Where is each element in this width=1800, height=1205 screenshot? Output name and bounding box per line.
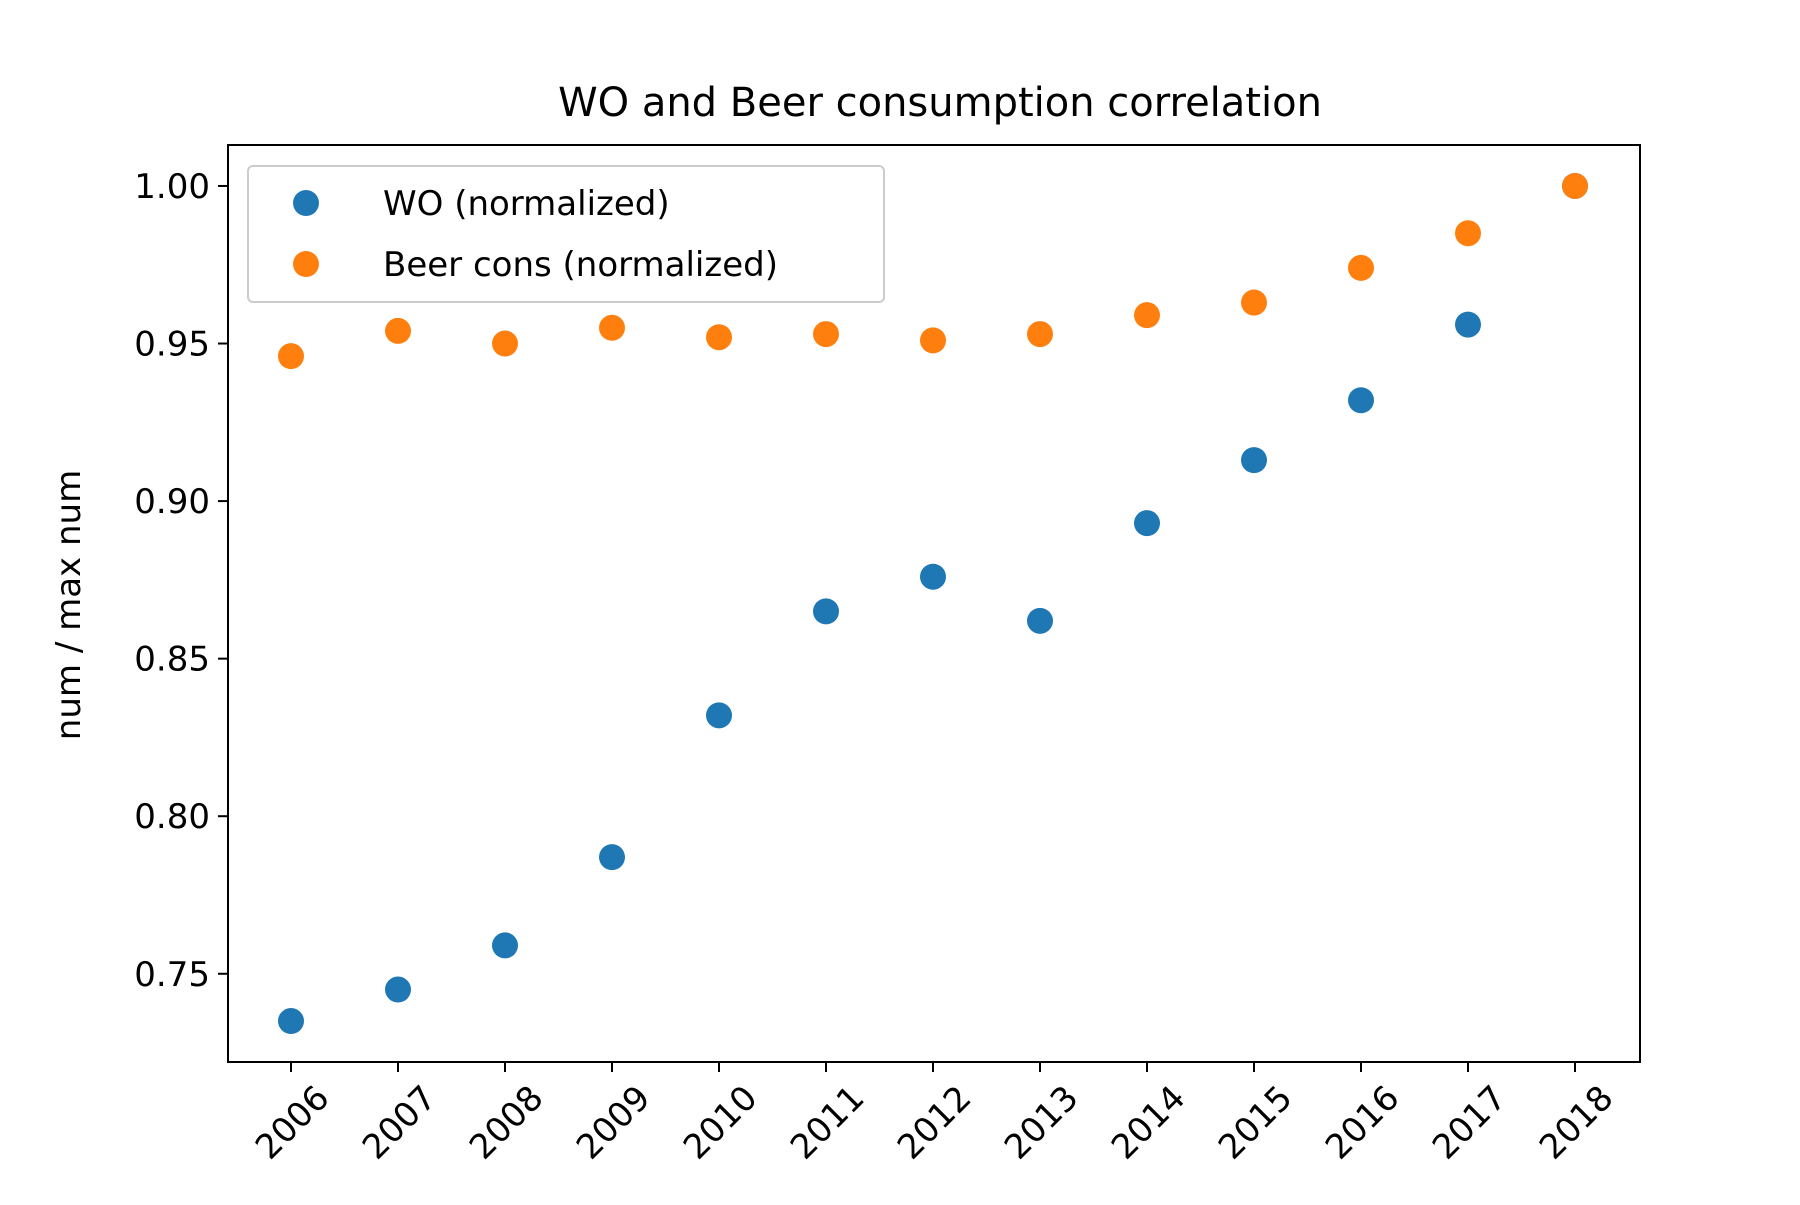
y-axis-label: num / max num (49, 470, 89, 740)
legend-label: WO (normalized) (383, 184, 670, 224)
data-point (706, 702, 732, 729)
y-tick-label: 0.95 (134, 325, 210, 365)
data-point (1348, 387, 1374, 414)
data-point (920, 327, 946, 354)
data-point (492, 330, 518, 357)
data-point (813, 321, 839, 348)
legend: WO (normalized) Beer cons (normalized) (247, 165, 885, 303)
data-point (1348, 254, 1374, 281)
data-points (278, 172, 1588, 1035)
data-point (492, 932, 518, 959)
data-point (278, 343, 304, 370)
data-point (1027, 607, 1053, 634)
data-point (1241, 447, 1267, 474)
y-tick-label: 0.80 (134, 797, 210, 837)
y-tick-label: 0.85 (134, 640, 210, 680)
y-tick-label: 1.00 (134, 167, 210, 207)
legend-marker (293, 251, 319, 277)
data-point (385, 317, 411, 344)
y-tick-label: 0.75 (134, 955, 210, 995)
data-point (1134, 302, 1160, 329)
data-point (1027, 321, 1053, 348)
legend-label: Beer cons (normalized) (383, 245, 778, 285)
data-point (1241, 289, 1267, 316)
data-point (1455, 311, 1481, 338)
data-point (385, 976, 411, 1003)
data-point (1455, 220, 1481, 247)
data-point (278, 1008, 304, 1035)
data-point (706, 324, 732, 351)
chart-title: WO and Beer consumption correlation (558, 80, 1322, 126)
legend-marker (293, 190, 319, 216)
data-point (599, 314, 625, 341)
data-point (599, 844, 625, 871)
data-point (1562, 172, 1588, 199)
data-point (813, 598, 839, 625)
plot-frame (227, 144, 1641, 1063)
data-point (1134, 510, 1160, 537)
legend-box (247, 165, 885, 303)
data-point (920, 563, 946, 590)
y-tick-label: 0.90 (134, 482, 210, 522)
